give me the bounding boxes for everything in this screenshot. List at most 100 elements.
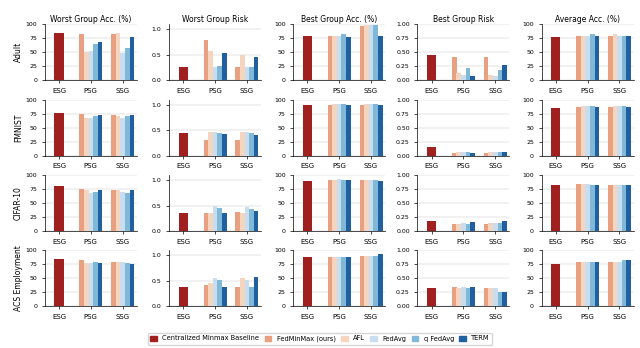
Bar: [253, 211, 259, 231]
Bar: [98, 190, 102, 231]
Bar: [236, 212, 240, 231]
Bar: [612, 34, 617, 80]
Bar: [466, 68, 470, 80]
Bar: [551, 264, 561, 306]
Bar: [427, 55, 436, 80]
Title: Worst Group Risk: Worst Group Risk: [182, 15, 248, 24]
Bar: [373, 180, 378, 231]
Bar: [249, 208, 253, 231]
Bar: [360, 180, 364, 231]
Bar: [551, 37, 561, 80]
Bar: [204, 285, 208, 306]
Bar: [621, 35, 627, 80]
Bar: [249, 287, 253, 306]
Bar: [346, 37, 351, 80]
Bar: [120, 192, 125, 231]
Bar: [488, 223, 493, 231]
Bar: [79, 260, 84, 306]
Bar: [586, 262, 590, 306]
Bar: [125, 117, 129, 156]
Bar: [484, 153, 488, 156]
Bar: [488, 74, 493, 80]
Bar: [617, 35, 621, 80]
Bar: [253, 135, 259, 156]
Bar: [551, 108, 561, 156]
Bar: [627, 107, 631, 156]
Bar: [116, 190, 120, 231]
Bar: [580, 35, 586, 80]
Title: Best Group Acc. (%): Best Group Acc. (%): [301, 15, 378, 24]
Bar: [484, 57, 488, 80]
Bar: [54, 186, 63, 231]
Bar: [576, 107, 580, 156]
Title: Average Acc. (%): Average Acc. (%): [555, 15, 620, 24]
Bar: [502, 65, 507, 80]
Bar: [240, 278, 244, 306]
Bar: [212, 206, 218, 231]
Bar: [369, 256, 373, 306]
Bar: [456, 288, 461, 306]
Bar: [427, 147, 436, 156]
Bar: [125, 193, 129, 231]
Bar: [208, 213, 212, 231]
Bar: [369, 180, 373, 231]
Bar: [218, 133, 222, 156]
Bar: [360, 105, 364, 156]
Bar: [461, 152, 466, 156]
Bar: [493, 288, 497, 306]
Bar: [497, 223, 502, 231]
Bar: [240, 213, 244, 231]
Bar: [253, 57, 259, 80]
Bar: [208, 51, 212, 80]
Bar: [79, 114, 84, 156]
Bar: [303, 35, 312, 80]
Bar: [612, 106, 617, 156]
Bar: [332, 104, 337, 156]
Bar: [236, 140, 240, 156]
Bar: [222, 134, 227, 156]
Bar: [627, 184, 631, 231]
Bar: [378, 181, 383, 231]
Bar: [364, 256, 369, 306]
Bar: [456, 73, 461, 80]
Bar: [595, 262, 599, 306]
Bar: [497, 292, 502, 306]
Bar: [470, 287, 475, 306]
Bar: [212, 132, 218, 156]
Bar: [328, 257, 332, 306]
Bar: [337, 35, 342, 80]
Bar: [488, 152, 493, 156]
Bar: [93, 44, 98, 80]
Bar: [576, 262, 580, 306]
Bar: [427, 288, 436, 306]
Bar: [580, 262, 586, 306]
Bar: [342, 257, 346, 306]
Bar: [360, 256, 364, 306]
Bar: [236, 68, 240, 80]
Title: Best Group Risk: Best Group Risk: [433, 15, 494, 24]
Bar: [129, 190, 134, 231]
Title: Worst Group Acc. (%): Worst Group Acc. (%): [50, 15, 131, 24]
Bar: [244, 280, 249, 306]
Bar: [212, 68, 218, 80]
Bar: [249, 67, 253, 80]
Bar: [54, 112, 63, 156]
Bar: [502, 221, 507, 231]
Bar: [116, 262, 120, 306]
Bar: [54, 259, 63, 306]
Bar: [590, 184, 595, 231]
Bar: [595, 107, 599, 156]
Bar: [84, 52, 88, 80]
Bar: [129, 264, 134, 306]
Bar: [617, 106, 621, 156]
Bar: [222, 287, 227, 306]
Bar: [493, 152, 497, 156]
Bar: [93, 262, 98, 306]
Bar: [586, 106, 590, 156]
Bar: [337, 104, 342, 156]
Bar: [84, 263, 88, 306]
Bar: [586, 35, 590, 80]
Bar: [111, 190, 116, 231]
Bar: [497, 70, 502, 80]
Bar: [88, 193, 93, 231]
